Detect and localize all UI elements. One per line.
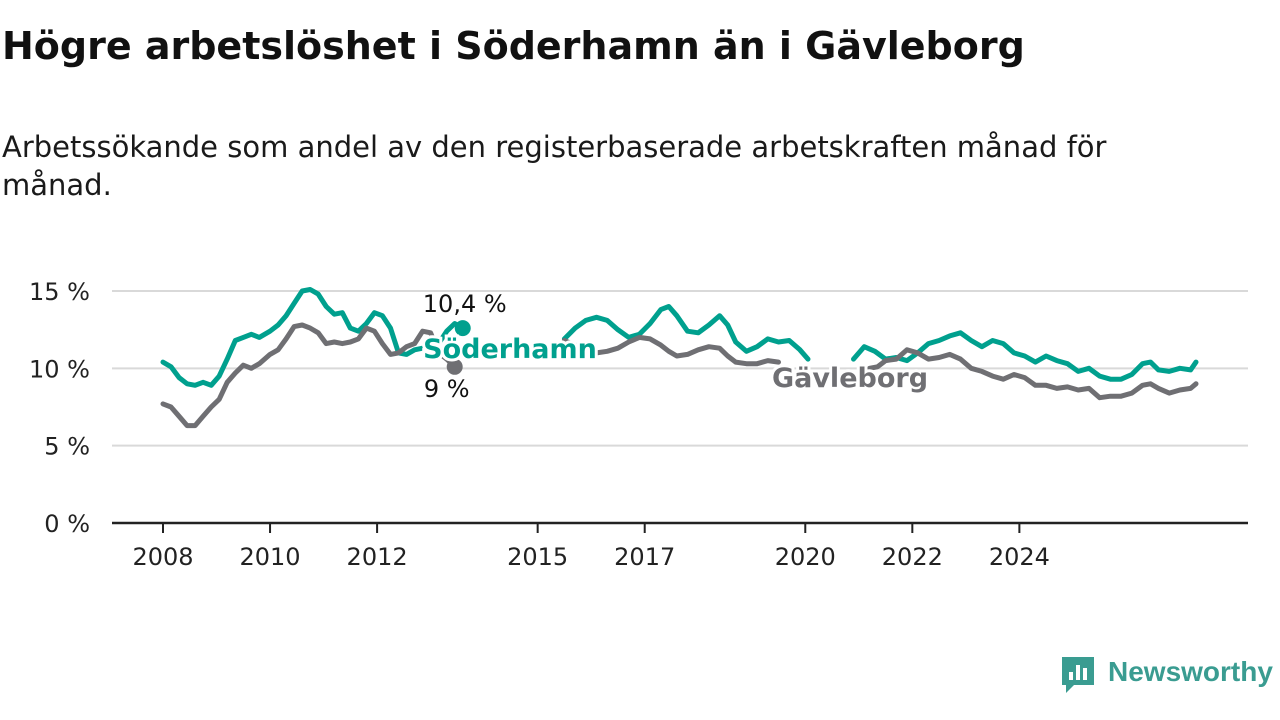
- brand-name: Newsworthy: [1108, 656, 1273, 687]
- soderhamn-line: [851, 330, 1199, 382]
- gavleborg-end-label: 9 %: [424, 375, 470, 403]
- x-tick-label: 2022: [882, 543, 943, 571]
- gavleborg-endpoint: [446, 358, 463, 375]
- gavleborg-line: [561, 334, 781, 367]
- newsworthy-logo-icon: [1062, 657, 1094, 693]
- gavleborg-series-label: Gävleborg: [772, 363, 928, 394]
- y-tick-label: 5 %: [44, 433, 90, 461]
- x-tick-label: 2010: [240, 543, 301, 571]
- series-lines: [160, 287, 1199, 429]
- y-tick-label: 0 %: [44, 510, 90, 538]
- newsworthy-logo: Newsworthy: [1060, 655, 1280, 695]
- chart-subtitle: Arbetssökande som andel av den registerb…: [2, 130, 1107, 202]
- soderhamn-series-label: Söderhamn: [423, 334, 597, 365]
- soderhamn-line: [561, 304, 811, 362]
- x-tick-label: 2015: [507, 543, 568, 571]
- y-tick-label: 10 %: [29, 355, 90, 383]
- line-chart: 0 %5 %10 %15 % 2008 2010 2012 2015 2017 2020 2…: [29, 278, 1248, 571]
- soderhamn-line: [160, 287, 466, 388]
- x-axis-ticks: 2008 2010 2012 2015 2017 2020 2022 2024: [132, 523, 1050, 571]
- gavleborg-line: [160, 322, 458, 429]
- series-labels: 10,4 % 9 % Söderhamn Gävleborg: [420, 290, 931, 403]
- gavleborg-line: [867, 347, 1199, 401]
- grid: [112, 290, 1248, 525]
- y-tick-label: 15 %: [29, 278, 90, 306]
- chart-title: Högre arbetslöshet i Söderhamn än i Gävl…: [2, 24, 1025, 68]
- x-tick-label: 2024: [989, 543, 1050, 571]
- soderhamn-end-label: 10,4 %: [423, 290, 507, 318]
- x-tick-label: 2008: [132, 543, 193, 571]
- x-tick-label: 2017: [614, 543, 675, 571]
- x-tick-label: 2012: [347, 543, 408, 571]
- x-tick-label: 2020: [775, 543, 836, 571]
- y-axis-ticks: 0 % 5 % 10 % 15 %: [29, 278, 90, 538]
- soderhamn-endpoint: [454, 320, 471, 337]
